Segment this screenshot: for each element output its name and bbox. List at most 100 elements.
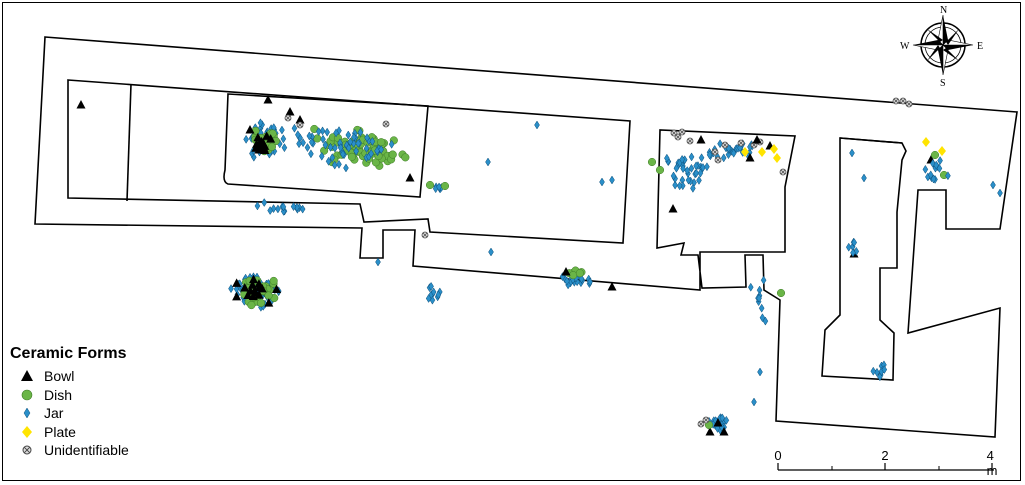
legend-title: Ceramic Forms <box>10 345 127 362</box>
jar-point <box>243 134 249 144</box>
bowl-point <box>285 107 295 116</box>
jar-point <box>930 174 937 184</box>
jar-point <box>332 143 338 153</box>
jar-point <box>881 365 888 375</box>
jar-point <box>425 293 432 303</box>
jar-point <box>937 156 943 166</box>
jar-point <box>997 188 1003 198</box>
dish-point <box>440 181 450 191</box>
jar-point <box>375 257 381 267</box>
jar-point <box>717 139 723 149</box>
legend-item-jar: Jar <box>10 404 129 423</box>
wall-west-room <box>34 36 1018 438</box>
jar-point <box>756 293 762 303</box>
jar-point <box>706 150 713 160</box>
bowl-point <box>719 427 729 436</box>
legend-item-plate: Plate <box>10 423 129 442</box>
jar-point <box>861 173 867 183</box>
bowl-point <box>249 274 259 284</box>
jar-point <box>870 366 877 376</box>
jar-point <box>280 134 287 144</box>
jar-point <box>564 276 570 286</box>
diamond-icon <box>23 407 31 419</box>
jar-point <box>730 148 737 158</box>
jar-point <box>322 140 329 150</box>
legend-label-plate: Plate <box>44 423 76 440</box>
unidentifiable-mark <box>900 98 906 104</box>
wall-inner-room-west <box>67 79 631 244</box>
wall-outlines <box>34 36 1018 438</box>
wall-central-room <box>223 93 429 198</box>
plate-point <box>938 146 946 156</box>
jar-point <box>720 153 727 163</box>
jar-point <box>333 128 339 138</box>
jar-point <box>435 290 442 300</box>
jar-point <box>325 156 332 166</box>
jar-point <box>436 182 442 192</box>
jar-point <box>609 175 615 185</box>
jar-point <box>340 149 346 159</box>
dish-point <box>425 180 435 190</box>
jar-point <box>280 202 287 212</box>
jar-point <box>304 143 311 153</box>
jar-point <box>688 152 695 162</box>
bowl-point <box>232 278 242 287</box>
jar-point <box>254 201 261 211</box>
bowl-point <box>713 418 723 427</box>
compass-e: E <box>977 41 983 52</box>
jar-point <box>261 198 268 207</box>
artifact-points <box>76 95 1003 436</box>
unidentifiable-mark <box>715 157 721 163</box>
jar-point <box>936 163 943 173</box>
jar-point <box>488 247 494 257</box>
bowl-point <box>263 95 273 104</box>
unidentifiable-mark <box>671 130 677 136</box>
jar-point <box>345 143 352 153</box>
circle-icon <box>21 389 33 401</box>
legend-label-unidentifiable: Unidentifiable <box>44 442 129 459</box>
unidentifiable-mark <box>679 129 685 135</box>
legend-item-unidentifiable: Unidentifiable <box>10 441 129 460</box>
unidentifiable-mark <box>712 149 718 155</box>
jar-point <box>751 397 757 407</box>
jar-point <box>347 137 354 147</box>
unidentifiable-mark <box>675 134 681 140</box>
dish-point <box>347 152 356 161</box>
yellow-diamond-icon <box>22 425 32 438</box>
jar-point <box>337 143 344 153</box>
scale-label-0: 0 <box>774 448 782 463</box>
plate-point <box>773 153 781 163</box>
bowl-point <box>260 145 270 155</box>
jar-point <box>685 175 692 185</box>
unidentifiable-mark <box>906 101 912 107</box>
plate-point <box>922 137 930 147</box>
triangle-icon <box>21 370 33 382</box>
bowl-point <box>607 282 617 291</box>
bowl-point <box>254 290 264 299</box>
jar-point <box>279 125 285 135</box>
jar-point <box>300 138 306 148</box>
wall-east-room <box>821 137 907 381</box>
bowl-point <box>668 204 678 213</box>
jar-point <box>267 206 273 216</box>
jar-point <box>673 163 680 173</box>
jar-point <box>672 180 678 190</box>
jar-point <box>343 163 349 173</box>
jar-point <box>599 177 605 187</box>
jar-point <box>353 146 359 156</box>
jar-point <box>363 143 370 153</box>
jar-point <box>320 134 326 144</box>
unidentifiable-mark <box>751 142 757 148</box>
scale-label-2: 2 <box>881 448 889 463</box>
plate-point <box>741 147 749 157</box>
jar-point <box>688 163 695 173</box>
bowl-point <box>252 139 262 148</box>
jar-point <box>428 281 434 291</box>
dish-point <box>267 142 276 151</box>
jar-point <box>922 164 929 174</box>
jar-point <box>758 303 765 313</box>
jar-point <box>670 171 677 181</box>
dish-point <box>647 157 657 167</box>
